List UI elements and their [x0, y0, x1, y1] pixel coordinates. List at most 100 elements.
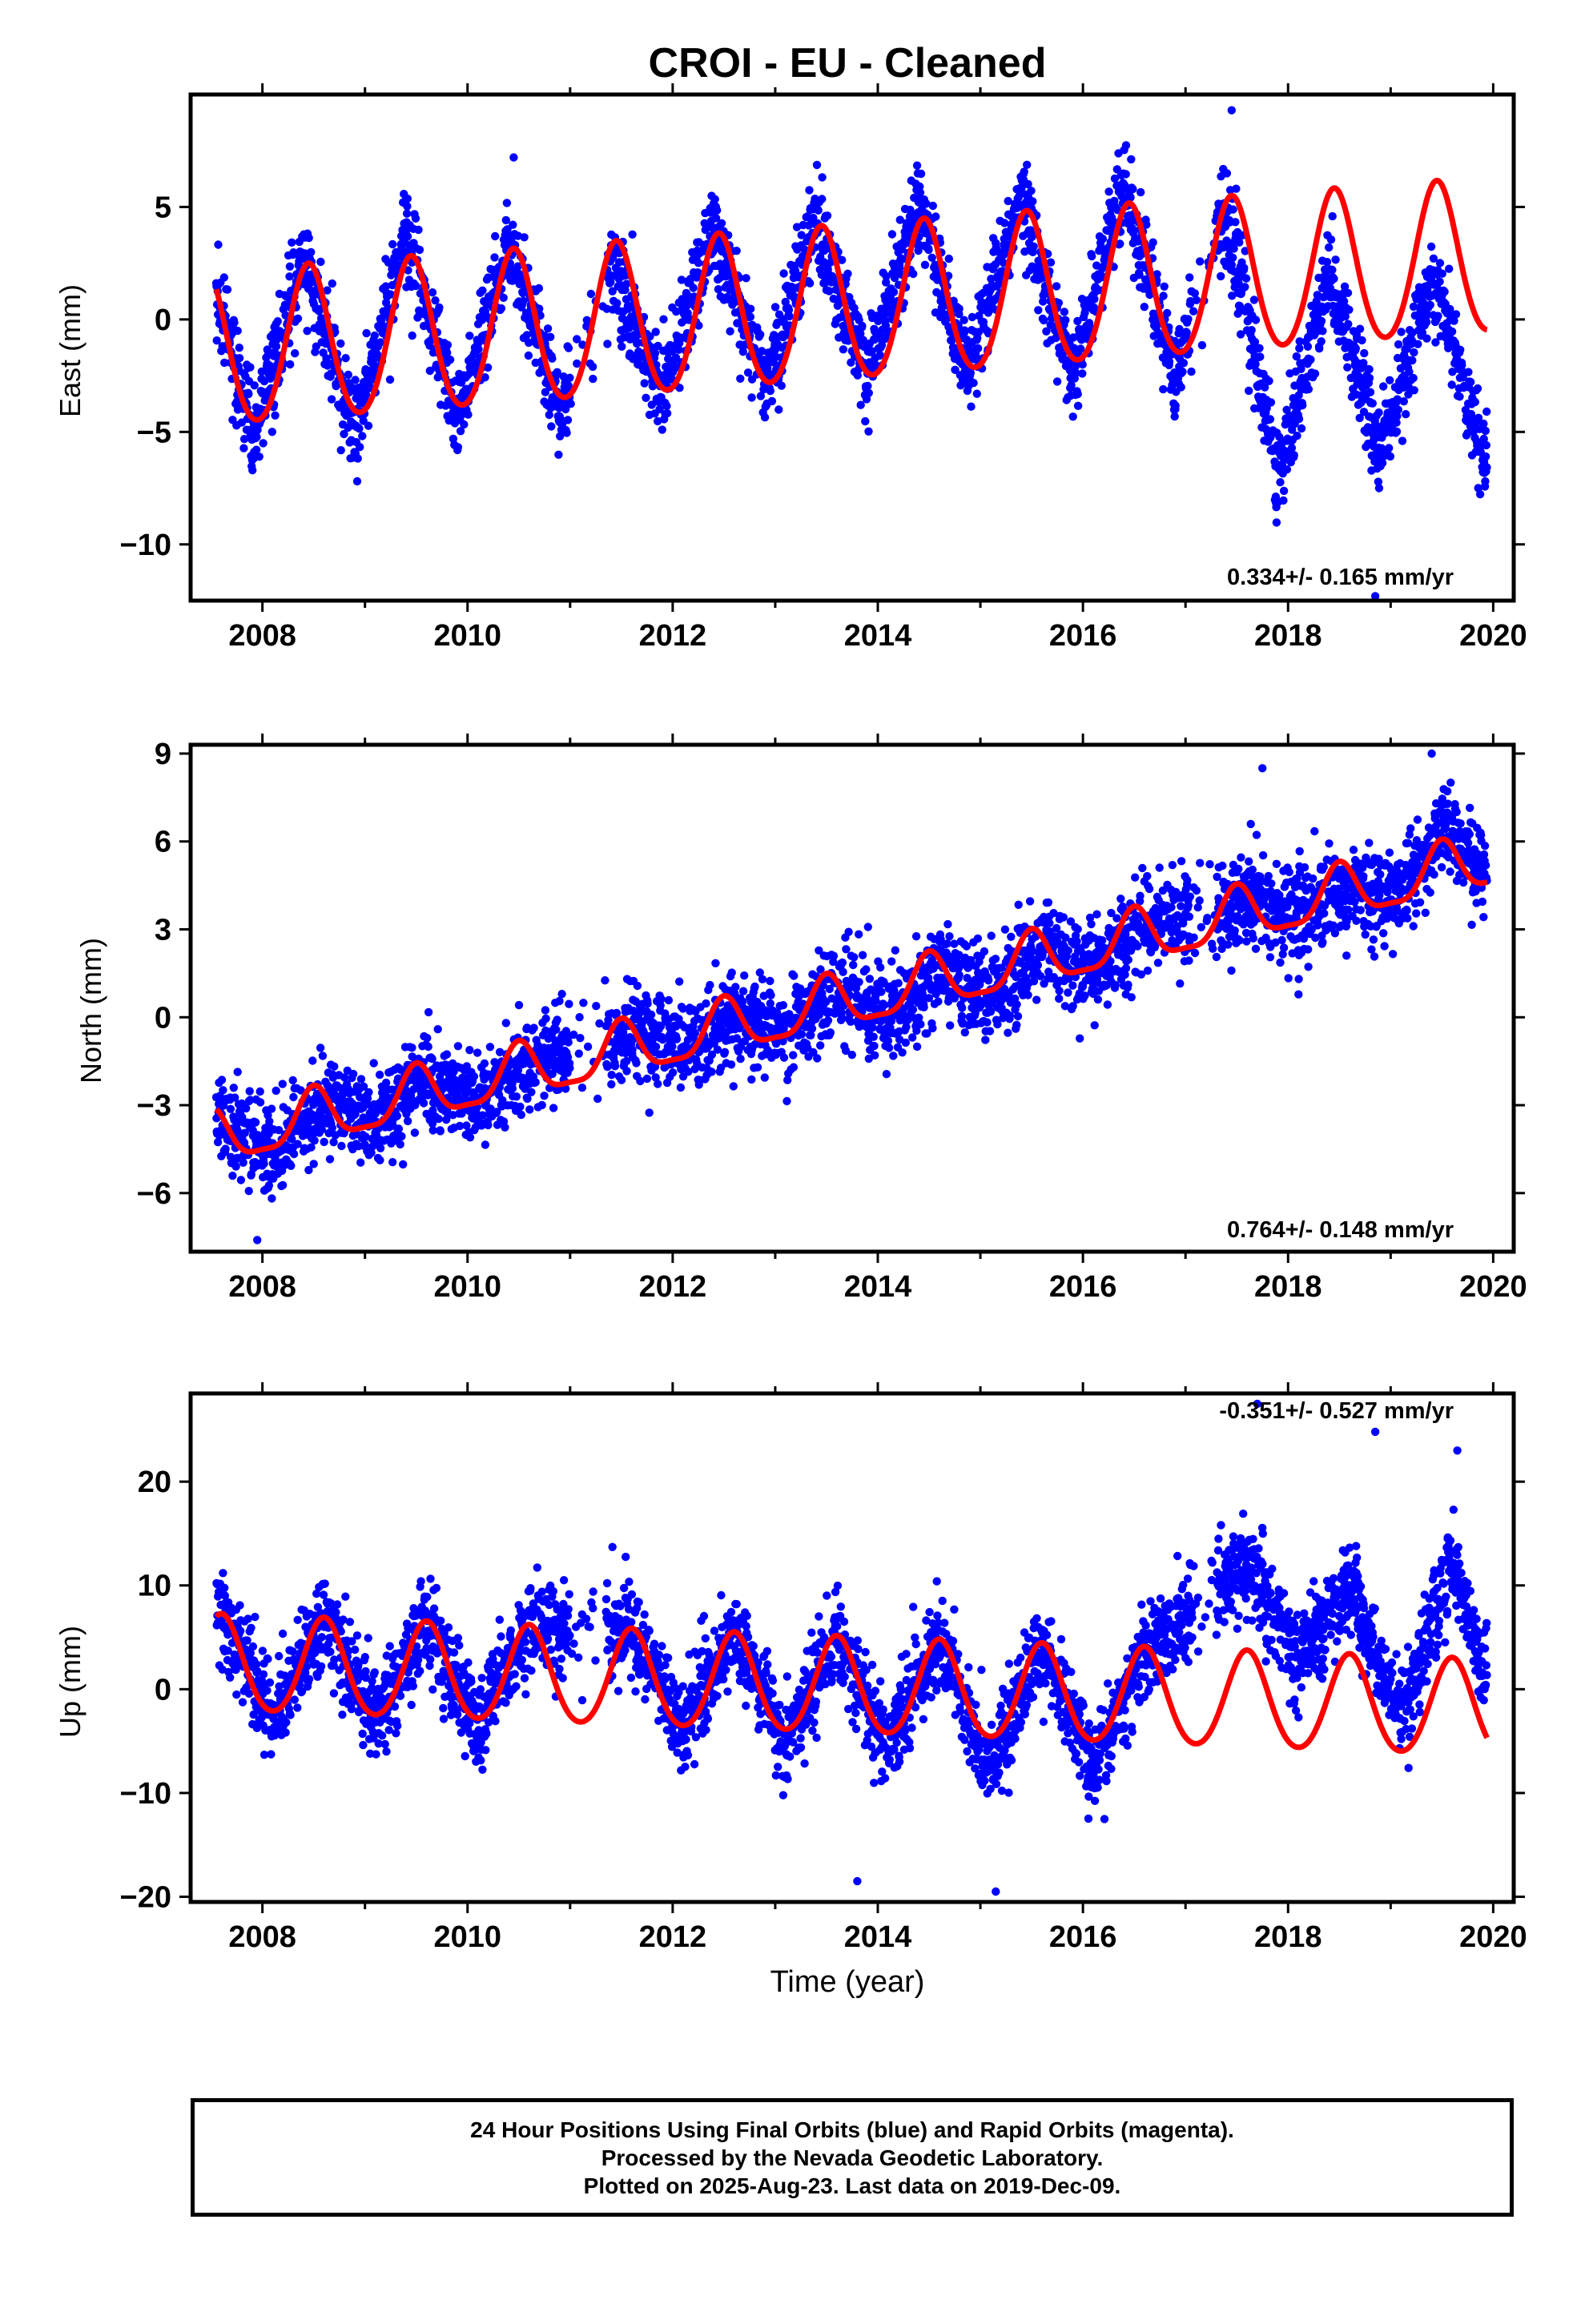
east-point [481, 373, 489, 382]
north-point [462, 1121, 471, 1130]
east-point [756, 392, 766, 400]
east-point [1255, 344, 1264, 352]
east-point [1229, 205, 1237, 214]
north-point [272, 1086, 280, 1096]
east-point [742, 274, 750, 283]
east-point [1479, 419, 1488, 428]
north-point [457, 1109, 466, 1118]
east-point [1434, 312, 1442, 320]
east-point [746, 312, 755, 321]
east-point [1163, 308, 1172, 318]
east-point [1374, 408, 1383, 417]
north-point [289, 1092, 298, 1102]
north-point [740, 971, 749, 980]
north-point [779, 1053, 789, 1062]
east-point [566, 400, 575, 408]
east-point [1187, 367, 1196, 376]
east-point [863, 381, 872, 391]
east-point [1445, 264, 1454, 273]
east-point [1245, 386, 1253, 396]
east-point [1410, 386, 1418, 395]
east-point [1250, 337, 1260, 347]
north-point [309, 1160, 318, 1168]
east-point [573, 335, 581, 344]
east-point [353, 454, 362, 463]
east-point [385, 375, 395, 384]
east-point [565, 373, 574, 382]
east-point [351, 376, 360, 384]
east-point [967, 312, 977, 322]
north-point [316, 1043, 325, 1052]
east-point [586, 289, 596, 299]
east-point [723, 295, 732, 304]
east-point [1306, 355, 1315, 364]
east-point [825, 287, 834, 296]
east-point [1358, 336, 1366, 345]
east-outlier-point [509, 153, 518, 162]
east-point [259, 439, 268, 448]
east-point [1153, 270, 1161, 279]
east-point [944, 254, 954, 263]
north-point [633, 981, 642, 991]
east-point [987, 275, 996, 283]
north-point [711, 959, 720, 968]
east-point [293, 314, 303, 323]
east-point [1292, 352, 1301, 361]
north-point [364, 1088, 373, 1097]
east-point [524, 351, 533, 360]
east-point [959, 316, 968, 324]
north-point [513, 1066, 523, 1075]
east-point [1295, 337, 1304, 346]
chart-title: CROI - EU - Cleaned [649, 40, 1047, 86]
east-point [1379, 382, 1388, 391]
east-point [642, 393, 650, 402]
east-point [282, 292, 291, 301]
north-point [289, 1149, 299, 1159]
east-point [286, 360, 295, 369]
north-point [782, 1096, 791, 1106]
east-point [573, 359, 581, 368]
east-point [546, 332, 555, 341]
east-point [1104, 187, 1113, 196]
north-point [320, 1137, 328, 1147]
north-point [525, 1105, 534, 1114]
east-point [255, 452, 263, 461]
east-point [585, 359, 594, 368]
north-point [340, 1073, 349, 1082]
east-point [1393, 395, 1402, 404]
north-point [360, 1140, 369, 1149]
east-point [316, 257, 325, 267]
north-point [651, 1042, 661, 1051]
north-point [268, 1194, 276, 1203]
east-point [553, 368, 561, 376]
east-point [356, 443, 364, 452]
north-point [540, 1092, 549, 1100]
east-point [250, 381, 259, 390]
east-point [478, 286, 487, 295]
east-point [1325, 243, 1334, 252]
north-point [797, 1030, 807, 1039]
east-point [1247, 326, 1256, 335]
east-point [1398, 436, 1407, 445]
east-point [1458, 373, 1467, 382]
north-point [356, 1075, 366, 1084]
east-point [556, 432, 565, 440]
north-point [278, 1080, 287, 1088]
east-point [895, 263, 904, 272]
east-point [951, 365, 959, 374]
east-point [1251, 316, 1261, 324]
east-point [219, 273, 228, 282]
east-point [336, 339, 345, 348]
north-points [211, 749, 1491, 1244]
east-point [856, 400, 865, 409]
east-point [501, 215, 510, 225]
north-point [267, 1104, 276, 1113]
east-point [403, 202, 412, 211]
east-point [1408, 356, 1417, 365]
east-point [1004, 196, 1012, 206]
east-point [341, 354, 350, 363]
east-point [1481, 452, 1490, 461]
east-point [1098, 235, 1108, 243]
east-point [435, 303, 444, 312]
east-point [1232, 184, 1241, 193]
